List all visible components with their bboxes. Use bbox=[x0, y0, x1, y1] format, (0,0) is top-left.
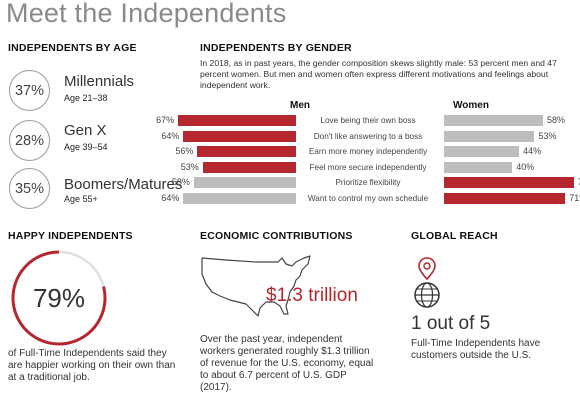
happy-ring: 79% bbox=[10, 249, 108, 347]
men-value-label: 64% bbox=[161, 192, 180, 203]
women-bar bbox=[444, 146, 520, 157]
women-value-label: 58% bbox=[547, 115, 566, 125]
globe-pin-icon bbox=[414, 257, 440, 308]
age-pct-boomers: 35% bbox=[9, 168, 50, 209]
men-value-label: 64% bbox=[161, 130, 180, 141]
age-name-millennials: Millennials bbox=[64, 73, 135, 90]
category-label: Don't like answering to a boss bbox=[313, 131, 423, 141]
age-range-genx: Age 39–54 bbox=[64, 142, 108, 152]
category-label: Feel more secure independently bbox=[309, 162, 427, 172]
age-name-genx: Gen X bbox=[64, 122, 107, 139]
women-label: Women bbox=[453, 100, 489, 111]
happy-value: 79% bbox=[32, 282, 86, 313]
women-value-label: 44% bbox=[523, 146, 542, 156]
women-value-label: 40% bbox=[516, 161, 535, 172]
category-label: Want to control my own schedule bbox=[307, 193, 429, 203]
women-bar bbox=[444, 130, 535, 142]
men-bar bbox=[183, 192, 296, 204]
men-bar bbox=[197, 146, 296, 157]
age-name-boomers: Boomers/Matures bbox=[64, 176, 183, 193]
women-value-label: 76% bbox=[578, 177, 580, 187]
age-range-millennials: Age 21–38 bbox=[64, 93, 108, 103]
economic-text: Over the past year, independent workers … bbox=[200, 334, 374, 393]
page-title: Meet the Independents bbox=[6, 0, 287, 28]
category-label: Prioritize flexibility bbox=[335, 178, 401, 187]
happy-heading: HAPPY INDEPENDENTS bbox=[8, 230, 133, 242]
women-bar bbox=[444, 177, 574, 188]
economic-heading: ECONOMIC CONTRIBUTIONS bbox=[200, 230, 353, 242]
women-bar bbox=[444, 115, 544, 126]
women-bar bbox=[444, 161, 513, 173]
men-value-label: 67% bbox=[156, 115, 175, 125]
men-label: Men bbox=[290, 100, 310, 111]
men-value-label: 53% bbox=[180, 161, 199, 172]
category-label: Earn more money independently bbox=[308, 147, 428, 156]
men-value-label: 56% bbox=[175, 146, 194, 156]
age-range-boomers: Age 55+ bbox=[64, 194, 98, 204]
happy-ring-graphic bbox=[11, 250, 107, 346]
men-bar bbox=[202, 161, 296, 173]
happy-text: of Full-Time Independents said they are … bbox=[8, 348, 176, 383]
economic-value: $1.3 trillion bbox=[266, 285, 358, 306]
men-value-label: 58% bbox=[171, 177, 190, 187]
women-value-label: 53% bbox=[538, 130, 557, 141]
age-pct-millennials: 37% bbox=[9, 70, 50, 111]
gender-heading: INDEPENDENTS BY GENDER bbox=[200, 42, 352, 54]
age-heading: INDEPENDENTS BY AGE bbox=[8, 42, 137, 54]
women-value-label: 71% bbox=[569, 192, 580, 203]
women-bar bbox=[444, 192, 566, 204]
us-map-icon bbox=[201, 255, 311, 317]
global-value: 1 out of 5 bbox=[411, 313, 491, 334]
men-bar bbox=[178, 115, 296, 126]
happy-ring-arc bbox=[11, 250, 107, 346]
men-bar bbox=[193, 177, 296, 188]
global-heading: GLOBAL REACH bbox=[411, 230, 498, 242]
men-bar bbox=[183, 130, 296, 142]
category-label: Love being their own boss bbox=[320, 116, 416, 125]
global-text: Full-Time Independents have customers ou… bbox=[411, 338, 541, 361]
age-pct-genx: 28% bbox=[9, 120, 50, 161]
gender-intro: In 2018, as in past years, the gender co… bbox=[200, 58, 557, 91]
